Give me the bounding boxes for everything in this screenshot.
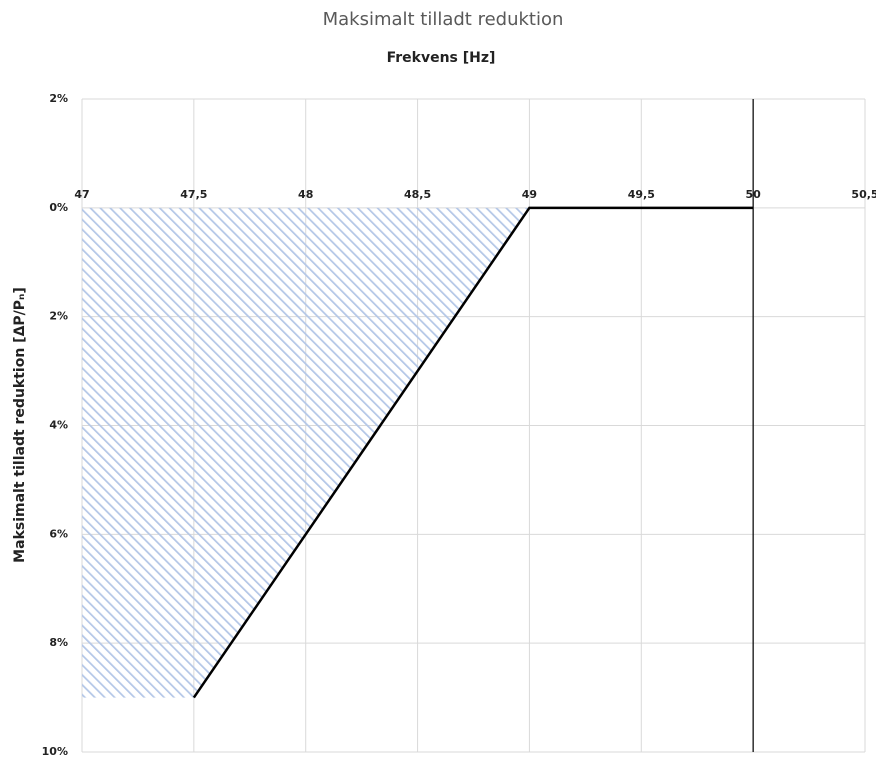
x-tick-label: 48,5 — [404, 188, 431, 201]
y-axis-title: Maksimalt tilladt reduktion [ΔP/Pₙ] — [12, 287, 28, 563]
x-tick-label: 49,5 — [628, 188, 655, 201]
data-line — [192, 206, 754, 699]
y-tick-label: 0% — [49, 201, 68, 214]
x-tick-label: 50,5 — [851, 188, 876, 201]
hatched-area — [82, 207, 530, 698]
y-tick-label: 2% — [49, 310, 68, 323]
x-tick-label: 47 — [74, 188, 89, 201]
x-tick-label: 47,5 — [180, 188, 207, 201]
y-tick-label: 2% — [49, 92, 68, 105]
x-axis-title: Frekvens [Hz] — [387, 50, 496, 66]
y-tick-label: 8% — [49, 636, 68, 649]
y-tick-label: 6% — [49, 527, 68, 540]
y-tick-label: 4% — [49, 419, 68, 432]
chart-title: Maksimalt tilladt reduktion — [323, 9, 564, 30]
x-tick-label: 48 — [298, 188, 313, 201]
y-tick-label: 10% — [42, 745, 68, 758]
x-tick-label: 49 — [522, 188, 537, 201]
